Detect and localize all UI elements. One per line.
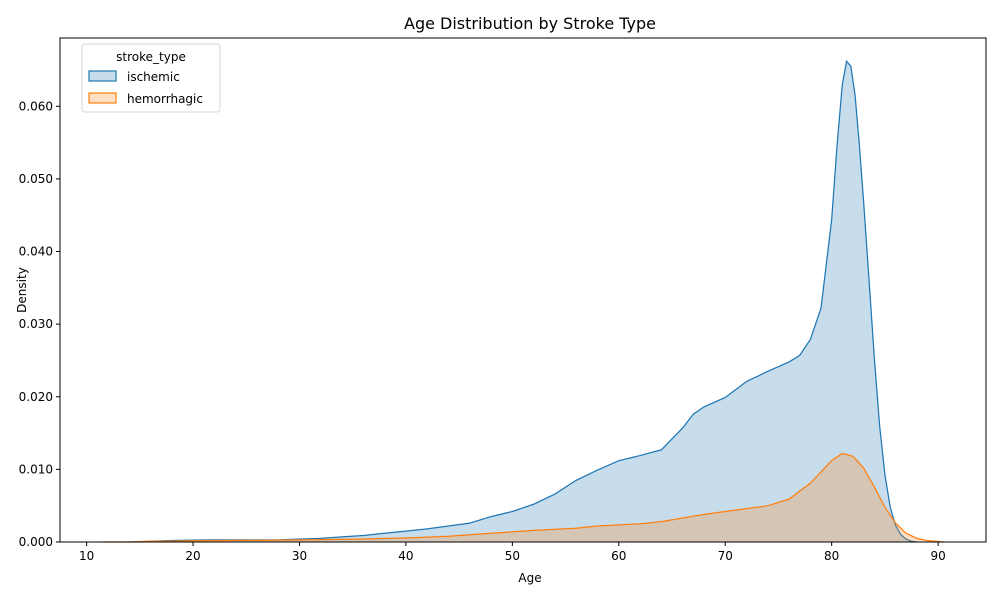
series-area-ischemic [129, 61, 917, 543]
y-tick-label: 0.030 [19, 317, 53, 331]
legend-swatch-hemorrhagic [88, 92, 117, 104]
plot-frame [59, 37, 987, 543]
y-axis-label: Density [15, 267, 29, 313]
series-line-hemorrhagic [102, 452, 944, 543]
x-tick-label: 40 [398, 549, 413, 563]
y-tick-label: 0.000 [19, 535, 53, 549]
legend-label-ischemic: ischemic [127, 70, 180, 84]
x-tick-label: 90 [930, 549, 945, 563]
x-tick-label: 10 [79, 549, 94, 563]
legend: stroke_type ischemic hemorrhagic [81, 43, 221, 113]
y-tick-label: 0.050 [19, 172, 53, 186]
x-tick-label: 20 [185, 549, 200, 563]
legend-label-hemorrhagic: hemorrhagic [127, 92, 203, 106]
x-tick-label: 50 [505, 549, 520, 563]
y-axis: 0.000 0.010 0.020 0.030 0.040 0.050 0.060 [19, 99, 60, 549]
y-tick-label: 0.020 [19, 390, 53, 404]
x-tick-label: 60 [611, 549, 626, 563]
x-axis-label: Age [518, 571, 541, 585]
x-tick-label: 30 [292, 549, 307, 563]
plot-area [59, 37, 987, 543]
x-tick-label: 80 [824, 549, 839, 563]
chart-title: Age Distribution by Stroke Type [404, 14, 656, 33]
series-area-hemorrhagic [102, 453, 944, 542]
x-tick-label: 70 [718, 549, 733, 563]
legend-swatch-ischemic [88, 70, 117, 82]
y-tick-label: 0.040 [19, 245, 53, 259]
legend-title: stroke_type [116, 50, 186, 64]
x-axis: 10 20 30 40 50 60 70 80 90 [79, 542, 946, 563]
y-tick-label: 0.010 [19, 462, 53, 476]
y-tick-label: 0.060 [19, 99, 53, 113]
series-line-ischemic [129, 59, 917, 543]
